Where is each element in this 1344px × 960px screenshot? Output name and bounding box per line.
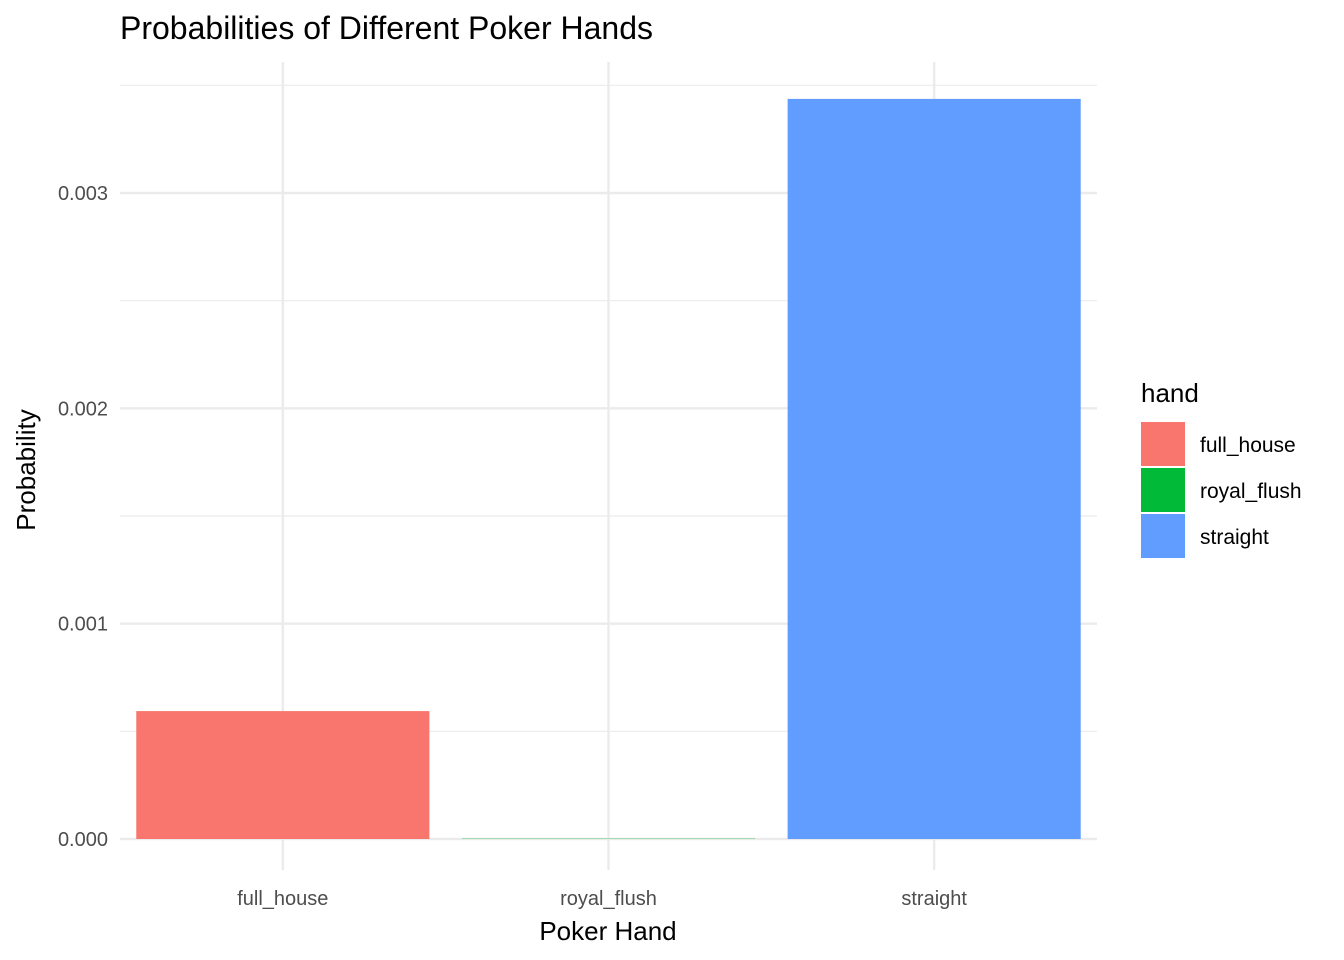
bar-full_house [136,711,430,839]
y-axis-ticks: 0.000 0.001 0.002 0.003 [58,183,108,851]
legend-label: straight [1200,526,1269,549]
y-tick-label: 0.003 [58,183,108,205]
bar-straight [787,98,1081,839]
y-axis-title: Probability [11,409,41,530]
legend-key-straight [1141,514,1185,558]
legend-label: full_house [1200,434,1296,457]
y-tick-label: 0.002 [58,398,108,420]
legend-key-royal_flush [1141,468,1185,512]
legend: hand full_house royal_flush straight [1141,378,1302,558]
x-tick-label: royal_flush [560,888,657,910]
x-axis-ticks: full_house royal_flush straight [237,888,967,910]
x-tick-label: straight [901,888,967,910]
x-tick-label: full_house [237,888,328,910]
legend-label: royal_flush [1200,480,1302,503]
chart-title: Probabilities of Different Poker Hands [120,10,653,46]
legend-title: hand [1141,378,1199,408]
x-axis-title: Poker Hand [539,916,676,946]
y-tick-label: 0.001 [58,614,108,636]
legend-key-full_house [1141,422,1185,466]
y-tick-label: 0.000 [58,829,108,851]
bars [136,98,1081,839]
